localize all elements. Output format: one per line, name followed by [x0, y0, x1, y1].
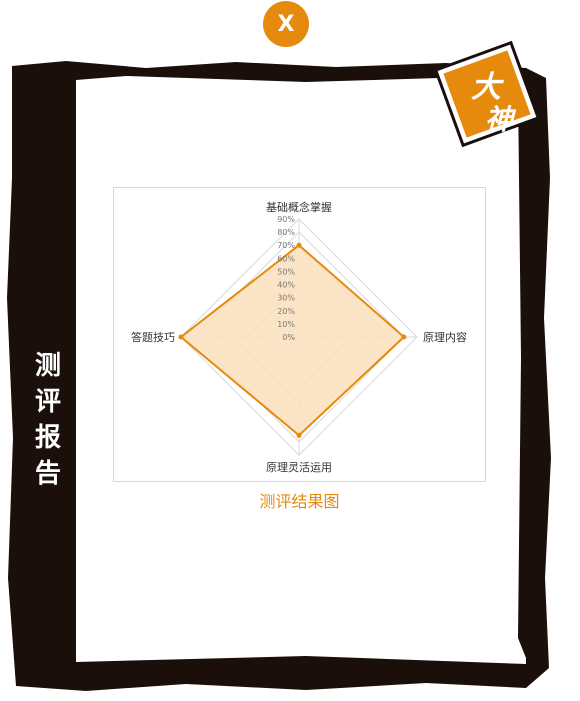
tick-label: 60% — [277, 254, 295, 263]
data-point — [401, 334, 407, 340]
tick-label: 70% — [277, 241, 295, 250]
tick-label: 30% — [277, 294, 295, 303]
close-button[interactable]: X — [263, 1, 309, 47]
radar-chart-panel: 90% 80% 70% 60% 50% 40% 30% 20% 10% 0% 基础概念掌握原理内容原… — [113, 187, 486, 482]
badge-char-1: 大 — [471, 70, 501, 105]
tick-label: 20% — [277, 307, 295, 316]
radar-chart: 90% 80% 70% 60% 50% 40% 30% 20% 10% 0% 基础概念掌握原理内容原… — [131, 200, 467, 474]
badge-char-2: 神 — [485, 103, 514, 136]
side-title: 测评报告 — [34, 351, 61, 489]
data-point — [296, 432, 302, 438]
rank-badge: 大 神 — [433, 40, 541, 148]
data-point — [296, 242, 302, 248]
tick-label: 40% — [277, 281, 295, 290]
close-label: X — [277, 11, 295, 37]
axis-label: 原理内容 — [423, 330, 467, 344]
axis-label: 答题技巧 — [131, 330, 175, 344]
tick-label: 0% — [282, 333, 295, 342]
tick-label: 80% — [277, 228, 295, 237]
badge-stamp — [433, 40, 541, 148]
axis-label: 原理灵活运用 — [266, 461, 332, 474]
data-point — [178, 334, 184, 340]
tick-label: 50% — [277, 267, 295, 276]
axis-label: 基础概念掌握 — [266, 200, 332, 214]
tick-label: 10% — [277, 320, 295, 329]
tick-label: 90% — [277, 215, 295, 224]
chart-caption: 测评结果图 — [259, 492, 340, 511]
